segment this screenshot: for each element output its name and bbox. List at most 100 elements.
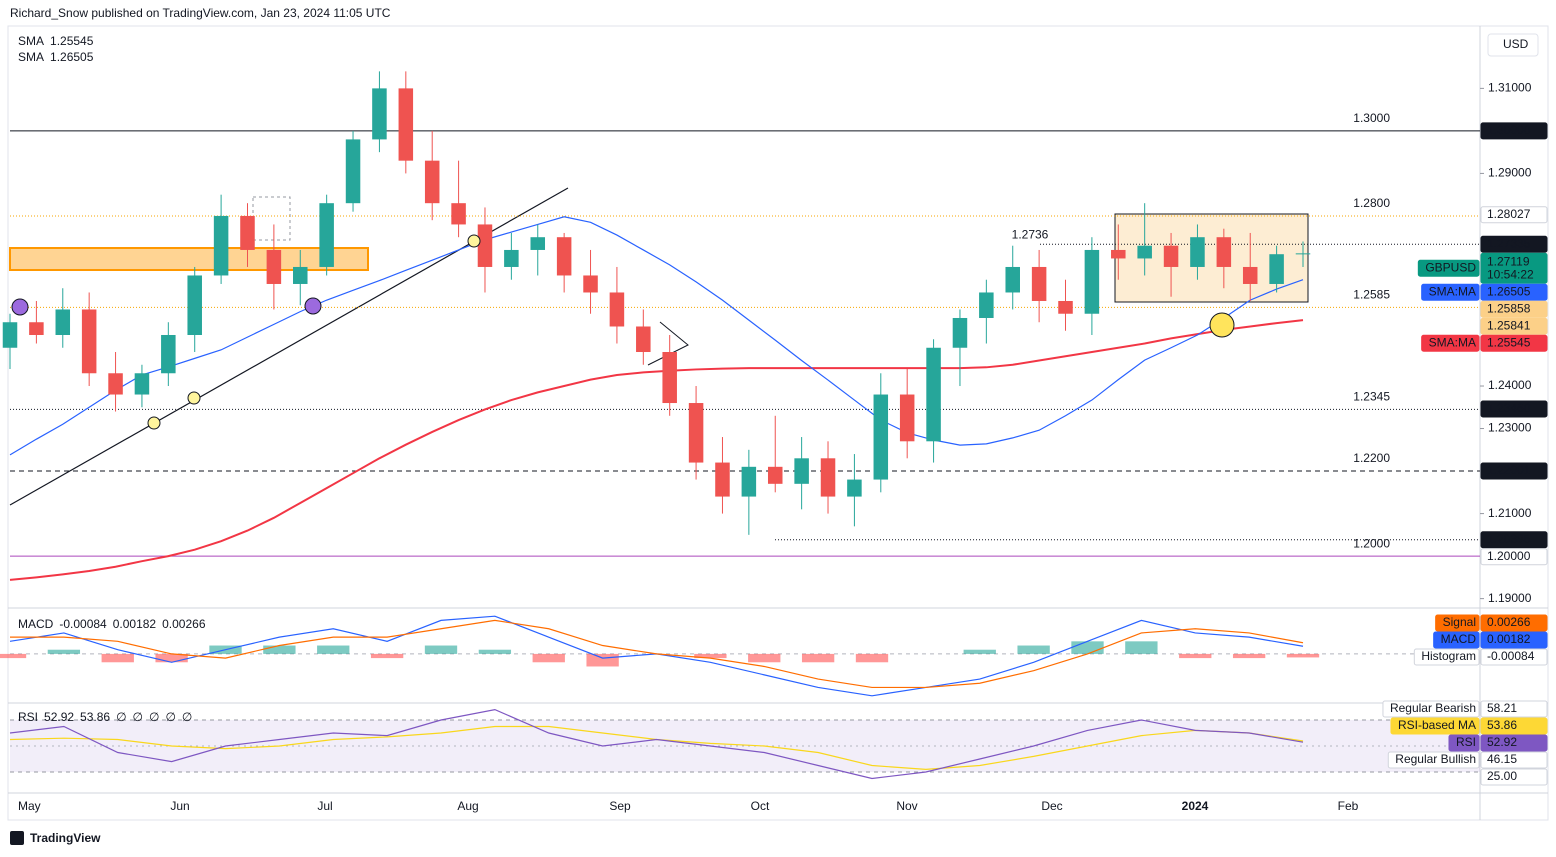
marks: 1.3000 1.2800 1.2585 1.2345 1.2200 1.2000 1.27… [0,71,1480,780]
histogram-bar [586,653,619,667]
badge-tag-box [1433,631,1480,649]
candle-body [662,352,677,404]
candle-body [1269,254,1284,284]
badge-value: 1.30000 [1487,123,1531,137]
level-label: 1.2585 [1353,288,1390,302]
candle-body [741,466,757,497]
footer: TradingView [30,831,101,845]
level-label: 1.2345 [1353,390,1390,404]
badge-value: 1.23460 [1487,401,1531,415]
candle-body [1031,266,1047,301]
candle-body [451,203,466,225]
legend-extra: ∅ [149,710,159,724]
currency-box [1487,33,1539,57]
histogram-bar [1017,645,1050,654]
badge-tag-box [1417,259,1480,277]
candle-body [530,237,546,250]
level-label: 1.2200 [1353,451,1390,465]
legend-value: 53.86 [80,710,110,724]
badge-value: 0.00266 [1487,615,1531,629]
badge-box [1480,700,1548,718]
triangle [647,321,689,366]
badge-box [1480,317,1548,335]
badge-box [1480,751,1548,769]
candle-body [873,394,889,480]
legend-value: 0.00266 [162,617,206,631]
y-tick-label: 1.31000 [1488,81,1532,95]
candle-body [1216,237,1232,267]
badge-box [1480,122,1548,140]
candle-body [1242,266,1258,284]
annotation: 1.2736 [1012,227,1049,241]
badge-box [1480,334,1548,352]
legend-value: 1.25545 [50,34,94,48]
x-tick-label: Feb [1338,799,1359,813]
x-tick-label: Sep [609,799,631,813]
rsi-line [9,708,1304,780]
candle-body [820,458,836,497]
candle-body [1084,249,1100,314]
candle-body [266,249,282,284]
badge-time: 10:54:22 [1487,267,1534,281]
badge-value: 1.20385 [1487,532,1531,546]
badge-value: 58.21 [1487,701,1517,715]
level-label: 1.3000 [1353,111,1390,125]
legend-value: 0.00182 [113,617,157,631]
legend-name: RSI [18,710,38,724]
badge-box [1480,717,1548,735]
badge-value: 1.27335 [1487,236,1531,250]
badge-value: 0.00182 [1487,632,1531,646]
candle-body [979,292,994,318]
marker [1209,312,1235,338]
x-tick-label: Jul [317,799,332,813]
candle-body [108,373,123,395]
x-tick-label: 2024 [1182,799,1209,813]
badge-box [1480,462,1548,480]
candle-body [372,88,387,140]
histogram-bar [370,653,404,659]
histogram-bar [478,649,512,654]
badge-box [1480,252,1548,284]
candle-body [583,275,598,293]
candle-body [1111,249,1126,259]
level-label: 1.2000 [1353,536,1390,550]
candle-body [319,203,334,267]
legend-extra: ∅ [116,710,126,724]
candle-body [29,322,44,335]
histogram-bar [101,653,134,663]
candle-body [556,237,572,276]
badge-box [1480,235,1548,253]
legend-extra: ∅ [165,710,175,724]
badge-tag: SMA:MA [1429,335,1476,349]
badge-tag: Regular Bullish [1395,752,1476,766]
badge-value: 1.28027 [1487,207,1531,221]
badge-box [1480,206,1548,224]
badge-tag-box [1387,751,1480,769]
candle-body [1163,245,1179,267]
candle-body [213,215,229,276]
histogram-bar [1125,641,1158,654]
badge-tag-box [1421,283,1480,301]
candle-body [345,139,361,204]
histogram-bar [963,649,996,654]
candle-body [609,292,625,327]
candle-body [2,322,18,348]
histogram-bar [532,653,565,663]
badge-tag: GBPUSD [1425,260,1476,274]
badge-box [1480,614,1548,632]
badge-tag-box [1382,700,1480,718]
badge-value: 1.25841 [1487,318,1531,332]
badge-value: 1.20000 [1487,549,1531,563]
y-tick-label: 1.23000 [1488,421,1532,435]
candle-body [424,160,440,204]
candle-body [398,88,414,161]
badge-box [1480,631,1548,649]
histogram-bar [801,653,835,663]
marker [147,416,161,430]
histogram-bar [424,645,458,654]
candle-body [187,275,202,335]
candle-body [926,347,941,442]
badge-value: 1.22001 [1487,463,1531,477]
badge-box [1480,548,1548,566]
